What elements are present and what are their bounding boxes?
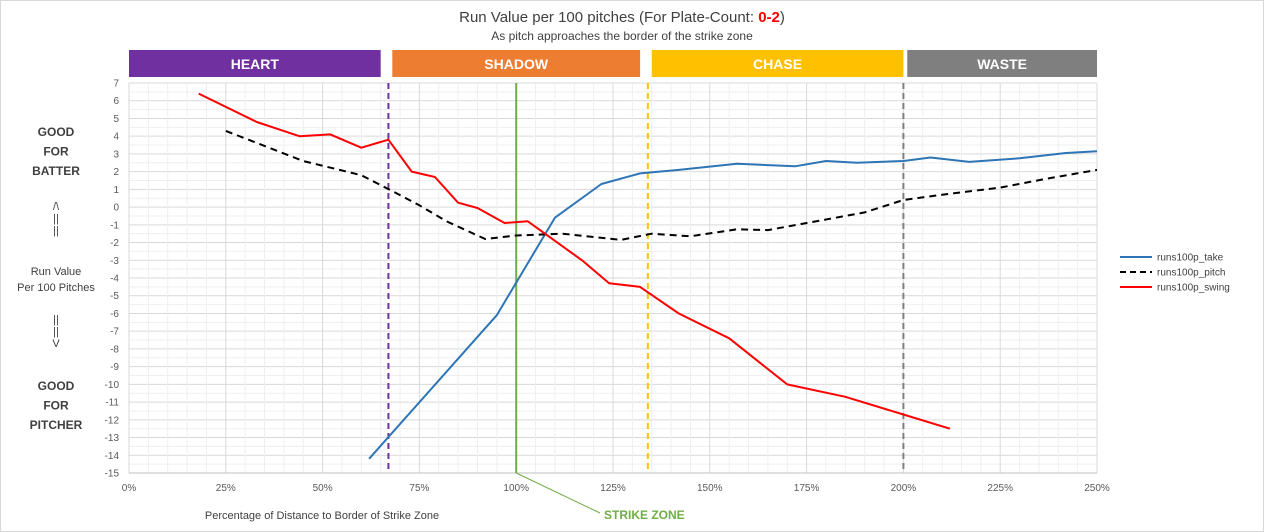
axes: 7 6 5 4 3 2 1 0 -1 -2 -3 -4 -5 -6 -7 -8 -9 -10 -11 -12 -13 -1… xyxy=(105,79,1110,495)
y-tick-label: -8 xyxy=(110,344,119,355)
x-tick-label: 0% xyxy=(122,483,137,494)
y-tick-label: 1 xyxy=(113,185,119,196)
x-axis-label: Percentage of Distance to Border of Stri… xyxy=(205,510,439,522)
y-tick-label: 6 xyxy=(113,96,119,107)
strike-zone-label: STRIKE ZONE xyxy=(604,508,685,522)
grid-lines xyxy=(128,82,1098,474)
y-tick-label: -6 xyxy=(110,309,119,320)
series-line-runs100p_take xyxy=(368,150,1098,460)
x-tick-label: 200% xyxy=(891,483,917,494)
y-tick-label: -14 xyxy=(105,451,120,462)
zone-bands: HEART SHADOW CHASE WASTE xyxy=(129,50,1097,77)
series-line-runs100p_swing xyxy=(198,92,951,430)
x-tick-label: 100% xyxy=(503,483,529,494)
good-for-pitcher-label: GOOD xyxy=(38,379,75,393)
zone-label-waste: WASTE xyxy=(977,56,1027,72)
series-line-runs100p_pitch xyxy=(225,129,1098,241)
chart-title-suffix: ) xyxy=(780,9,785,26)
down-arrow-label: || xyxy=(53,314,59,326)
zone-band-shadow xyxy=(392,50,641,77)
x-tick-label: 225% xyxy=(987,483,1013,494)
y-tick-label: -3 xyxy=(110,256,119,267)
zone-boundary-lines xyxy=(387,83,905,473)
y-tick-label: -9 xyxy=(110,362,119,373)
y-tick-label: -1 xyxy=(110,220,119,231)
zone-band-heart xyxy=(129,50,381,77)
down-arrow-label: V xyxy=(52,338,60,350)
x-tick-label: 25% xyxy=(216,483,236,494)
y-tick-label: -10 xyxy=(105,380,120,391)
run-value-side-label: Per 100 Pitches xyxy=(17,282,95,294)
legend-label-runs100p_take: runs100p_take xyxy=(1157,253,1224,264)
zone-band-waste xyxy=(907,50,1097,77)
down-arrow-label: || xyxy=(53,326,59,338)
chart-title: Run Value per 100 pitches (For Plate-Cou… xyxy=(459,9,785,26)
up-arrow-label: /\ xyxy=(53,201,60,213)
good-for-batter-label: GOOD xyxy=(38,125,75,139)
chart-title-prefix: Run Value per 100 pitches (For Plate-Cou… xyxy=(459,9,758,26)
good-for-pitcher-label: PITCHER xyxy=(30,418,83,432)
y-tick-label: -12 xyxy=(105,415,120,426)
x-tick-label: 175% xyxy=(794,483,820,494)
x-tick-label: 250% xyxy=(1084,483,1110,494)
strike-zone-callout: STRIKE ZONE xyxy=(515,472,685,522)
strike-zone-leader-line xyxy=(515,472,601,514)
zone-label-heart: HEART xyxy=(231,56,280,72)
x-tick-label: 75% xyxy=(409,483,429,494)
y-tick-label: 0 xyxy=(113,203,119,214)
y-tick-label: 4 xyxy=(113,132,119,143)
y-tick-label: 3 xyxy=(113,149,119,160)
zone-label-chase: CHASE xyxy=(753,56,802,72)
chart-title-count: 0-2 xyxy=(758,9,780,26)
x-tick-label: 150% xyxy=(697,483,723,494)
y-tick-label: -2 xyxy=(110,238,119,249)
y-tick-label: -5 xyxy=(110,291,119,302)
y-tick-label: -11 xyxy=(105,398,119,409)
good-for-pitcher-label: FOR xyxy=(43,399,69,413)
run-value-side-label: Run Value xyxy=(31,266,82,278)
legend-label-runs100p_swing: runs100p_swing xyxy=(1157,283,1230,294)
y-tick-label: -4 xyxy=(110,274,119,285)
zone-band-chase xyxy=(651,50,904,77)
legend-label-runs100p_pitch: runs100p_pitch xyxy=(1157,268,1225,279)
zone-label-shadow: SHADOW xyxy=(484,56,549,72)
y-tick-label: -7 xyxy=(110,327,119,338)
x-tick-label: 125% xyxy=(600,483,626,494)
y-tick-label: -13 xyxy=(105,433,120,444)
legend: runs100p_take runs100p_pitch runs100p_swin… xyxy=(1120,253,1230,294)
up-arrow-label: || xyxy=(53,225,59,237)
series-lines xyxy=(198,92,1098,460)
chart-subtitle: As pitch approaches the border of the st… xyxy=(491,29,753,43)
good-for-batter-label: FOR xyxy=(43,145,69,159)
y-tick-label: 2 xyxy=(113,167,119,178)
y-tick-label: -15 xyxy=(105,469,120,480)
y-tick-label: 5 xyxy=(113,114,119,125)
y-tick-label: 7 xyxy=(113,79,119,90)
x-tick-label: 50% xyxy=(313,483,333,494)
up-arrow-label: || xyxy=(53,213,59,225)
good-for-batter-label: BATTER xyxy=(32,164,80,178)
